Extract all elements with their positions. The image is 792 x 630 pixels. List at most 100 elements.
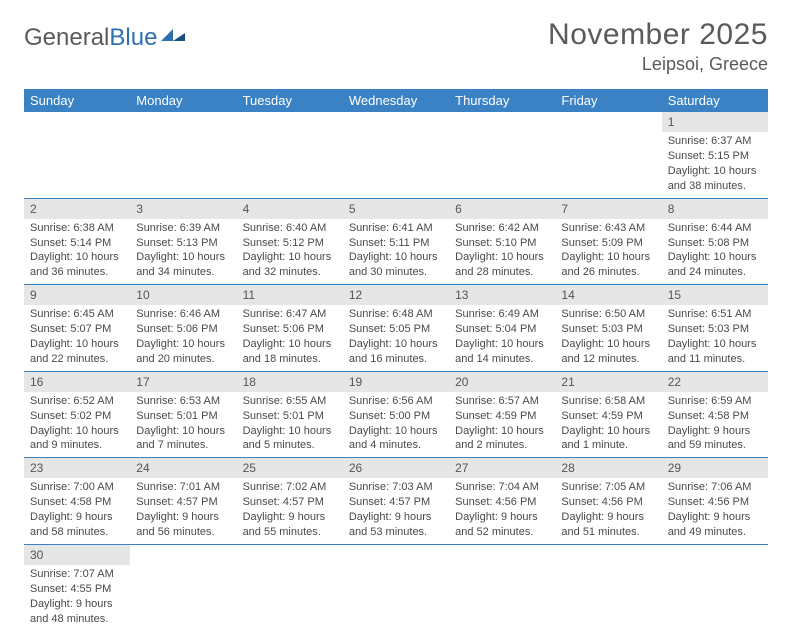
day-line: Sunset: 5:13 PM	[136, 236, 230, 251]
calendar-cell: 3Sunrise: 6:39 AMSunset: 5:13 PMDaylight…	[130, 198, 236, 285]
day-number: 16	[24, 372, 130, 392]
day-line: and 58 minutes.	[30, 525, 124, 540]
day-line: Sunrise: 6:53 AM	[136, 394, 230, 409]
day-line: and 34 minutes.	[136, 265, 230, 280]
day-line: Daylight: 10 hours	[561, 424, 655, 439]
day-line: Sunset: 5:10 PM	[455, 236, 549, 251]
day-header: Tuesday	[237, 89, 343, 112]
day-text	[130, 132, 236, 188]
day-line: and 12 minutes.	[561, 352, 655, 367]
calendar-cell: 25Sunrise: 7:02 AMSunset: 4:57 PMDayligh…	[237, 458, 343, 545]
day-line: Sunrise: 7:07 AM	[30, 567, 124, 582]
day-line: Daylight: 10 hours	[349, 250, 443, 265]
day-line: Sunrise: 6:48 AM	[349, 307, 443, 322]
calendar-cell: 2Sunrise: 6:38 AMSunset: 5:14 PMDaylight…	[24, 198, 130, 285]
day-number: 25	[237, 458, 343, 478]
calendar-cell	[130, 112, 236, 198]
day-line: Sunset: 5:15 PM	[668, 149, 762, 164]
calendar-cell: 29Sunrise: 7:06 AMSunset: 4:56 PMDayligh…	[662, 458, 768, 545]
day-line: Sunrise: 6:40 AM	[243, 221, 337, 236]
day-line: Sunrise: 7:00 AM	[30, 480, 124, 495]
day-header: Monday	[130, 89, 236, 112]
calendar-cell: 28Sunrise: 7:05 AMSunset: 4:56 PMDayligh…	[555, 458, 661, 545]
calendar-cell: 22Sunrise: 6:59 AMSunset: 4:58 PMDayligh…	[662, 371, 768, 458]
day-number: 1	[662, 112, 768, 132]
day-line: Sunrise: 6:49 AM	[455, 307, 549, 322]
day-text: Sunrise: 6:50 AMSunset: 5:03 PMDaylight:…	[555, 305, 661, 370]
day-header: Friday	[555, 89, 661, 112]
day-line: Daylight: 9 hours	[30, 510, 124, 525]
day-text	[555, 132, 661, 188]
calendar-cell: 15Sunrise: 6:51 AMSunset: 5:03 PMDayligh…	[662, 285, 768, 372]
day-text: Sunrise: 6:52 AMSunset: 5:02 PMDaylight:…	[24, 392, 130, 457]
day-text: Sunrise: 6:48 AMSunset: 5:05 PMDaylight:…	[343, 305, 449, 370]
day-text	[237, 132, 343, 188]
day-line: Sunset: 4:58 PM	[668, 409, 762, 424]
calendar-cell: 21Sunrise: 6:58 AMSunset: 4:59 PMDayligh…	[555, 371, 661, 458]
brand-word1: General	[24, 24, 109, 52]
day-line: Sunrise: 7:01 AM	[136, 480, 230, 495]
day-line: Daylight: 10 hours	[30, 424, 124, 439]
calendar-cell	[343, 544, 449, 630]
day-text	[237, 565, 343, 621]
day-text: Sunrise: 7:07 AMSunset: 4:55 PMDaylight:…	[24, 565, 130, 630]
day-number: 11	[237, 285, 343, 305]
calendar-cell: 13Sunrise: 6:49 AMSunset: 5:04 PMDayligh…	[449, 285, 555, 372]
calendar-cell	[449, 544, 555, 630]
brand-logo: GeneralBlue	[24, 18, 187, 52]
day-line: and 52 minutes.	[455, 525, 549, 540]
day-line: Daylight: 9 hours	[455, 510, 549, 525]
day-line: Daylight: 10 hours	[455, 337, 549, 352]
calendar-row: 2Sunrise: 6:38 AMSunset: 5:14 PMDaylight…	[24, 198, 768, 285]
calendar-cell: 9Sunrise: 6:45 AMSunset: 5:07 PMDaylight…	[24, 285, 130, 372]
day-line: Sunrise: 6:47 AM	[243, 307, 337, 322]
day-number: 13	[449, 285, 555, 305]
day-line: Sunset: 5:00 PM	[349, 409, 443, 424]
day-number: 28	[555, 458, 661, 478]
calendar-cell	[343, 112, 449, 198]
calendar-cell: 23 Sunrise: 7:00 AMSunset: 4:58 PMDayligh…	[24, 458, 130, 545]
day-text: Sunrise: 6:41 AMSunset: 5:11 PMDaylight:…	[343, 219, 449, 284]
day-line: Sunset: 4:57 PM	[136, 495, 230, 510]
brand-word2: Blue	[109, 24, 157, 52]
calendar-cell: 12Sunrise: 6:48 AMSunset: 5:05 PMDayligh…	[343, 285, 449, 372]
calendar-cell: 24Sunrise: 7:01 AMSunset: 4:57 PMDayligh…	[130, 458, 236, 545]
day-line: Sunrise: 6:46 AM	[136, 307, 230, 322]
day-line: and 11 minutes.	[668, 352, 762, 367]
calendar-cell: 5Sunrise: 6:41 AMSunset: 5:11 PMDaylight…	[343, 198, 449, 285]
day-number: 20	[449, 372, 555, 392]
day-number: 30	[24, 545, 130, 565]
day-line: Daylight: 9 hours	[349, 510, 443, 525]
day-header: Thursday	[449, 89, 555, 112]
day-line: Sunset: 4:56 PM	[561, 495, 655, 510]
day-number: 3	[130, 199, 236, 219]
day-text: Sunrise: 6:59 AMSunset: 4:58 PMDaylight:…	[662, 392, 768, 457]
day-number: 7	[555, 199, 661, 219]
day-text	[130, 565, 236, 621]
day-line: Sunset: 5:12 PM	[243, 236, 337, 251]
calendar-cell	[237, 544, 343, 630]
day-line: and 38 minutes.	[668, 179, 762, 194]
calendar-cell: 27Sunrise: 7:04 AMSunset: 4:56 PMDayligh…	[449, 458, 555, 545]
calendar-cell: 10Sunrise: 6:46 AMSunset: 5:06 PMDayligh…	[130, 285, 236, 372]
day-line: Sunrise: 7:05 AM	[561, 480, 655, 495]
calendar-cell: 4Sunrise: 6:40 AMSunset: 5:12 PMDaylight…	[237, 198, 343, 285]
day-text: Sunrise: 6:47 AMSunset: 5:06 PMDaylight:…	[237, 305, 343, 370]
day-number: 23	[24, 458, 130, 478]
day-line: Daylight: 10 hours	[561, 250, 655, 265]
calendar-cell	[24, 112, 130, 198]
day-text: Sunrise: 6:57 AMSunset: 4:59 PMDaylight:…	[449, 392, 555, 457]
day-line: Sunset: 4:58 PM	[30, 495, 124, 510]
day-line: Daylight: 10 hours	[243, 337, 337, 352]
calendar-cell: 1Sunrise: 6:37 AMSunset: 5:15 PMDaylight…	[662, 112, 768, 198]
day-line: and 18 minutes.	[243, 352, 337, 367]
day-number: 9	[24, 285, 130, 305]
day-text: Sunrise: 7:05 AMSunset: 4:56 PMDaylight:…	[555, 478, 661, 543]
day-line: Sunset: 5:07 PM	[30, 322, 124, 337]
day-line: Sunset: 5:03 PM	[561, 322, 655, 337]
day-number: 21	[555, 372, 661, 392]
day-line: Daylight: 10 hours	[243, 424, 337, 439]
day-text	[343, 565, 449, 621]
day-line: and 56 minutes.	[136, 525, 230, 540]
day-line: Daylight: 10 hours	[668, 250, 762, 265]
